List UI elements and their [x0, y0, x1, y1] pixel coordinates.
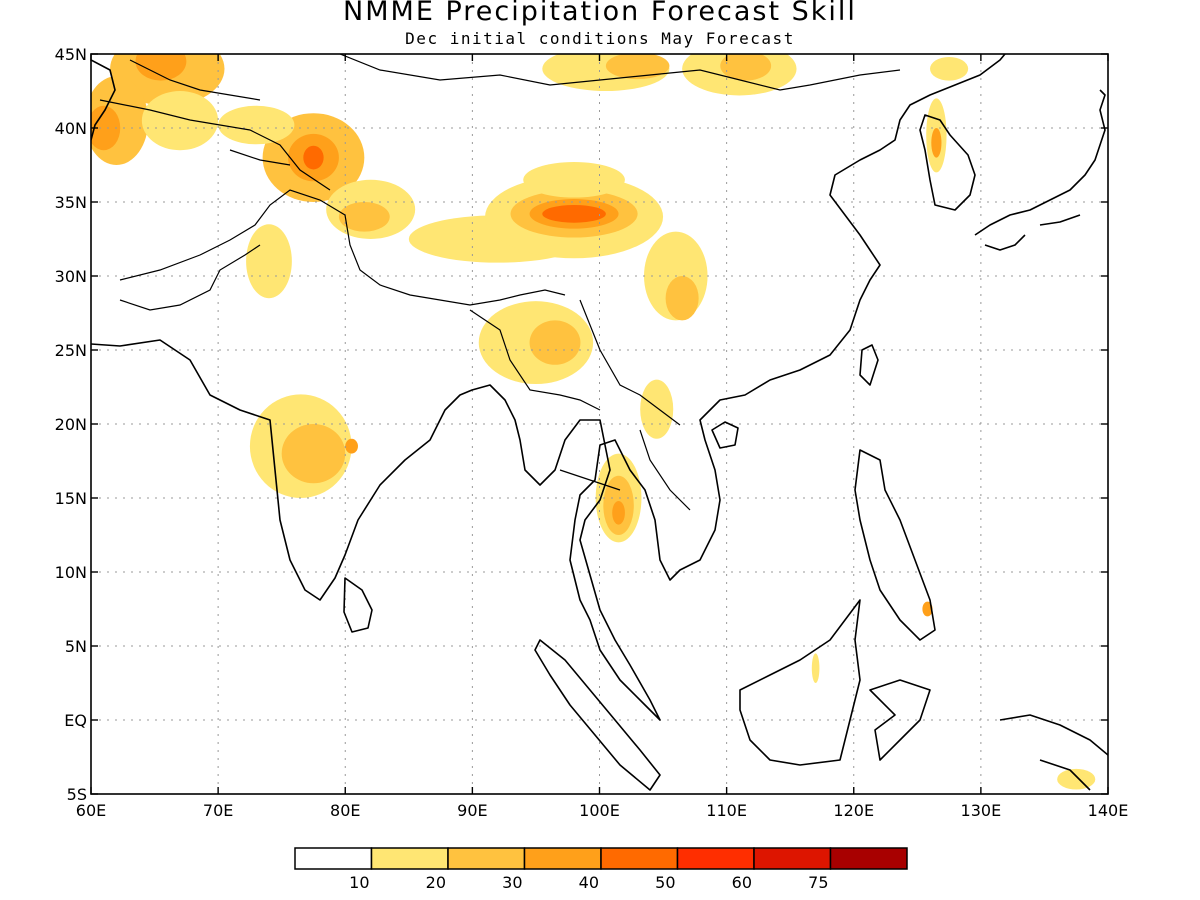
legend-label-5: 60: [732, 873, 752, 892]
legend-label-2: 30: [502, 873, 522, 892]
coastline-sulawesi: [869, 679, 931, 761]
border-central-asia: [99, 59, 331, 191]
legend-swatch-6: [753, 847, 832, 870]
coastline-taiwan: [859, 344, 879, 386]
legend-label-6: 75: [808, 873, 828, 892]
skill-region-27: [281, 424, 346, 484]
lon-tick-label-1: 70E: [203, 801, 233, 820]
color-legend: 10 20 30 40 50 60 75: [294, 847, 908, 892]
legend-label-4: 50: [655, 873, 675, 892]
legend-label-3: 40: [579, 873, 599, 892]
skill-shading-layer: [91, 54, 1096, 790]
skill-region-32: [640, 379, 674, 439]
lat-tick-label-8: 5N: [65, 637, 87, 656]
lon-tick-label-5: 110E: [706, 801, 747, 820]
lon-tick-label-3: 90E: [457, 801, 487, 820]
skill-region-31: [612, 500, 625, 525]
border-mongolia: [339, 54, 901, 91]
lat-tick-label-4: 25N: [55, 341, 87, 360]
lon-tick-label-2: 80E: [330, 801, 360, 820]
longitude-tick-labels: 60E 70E 80E 90E 100E 110E 120E 130E 140E: [76, 801, 1129, 820]
skill-region-34: [931, 128, 942, 158]
legend-swatch-7: [829, 847, 908, 870]
coastline-philippines: [854, 449, 936, 641]
skill-region-8: [218, 105, 295, 145]
coastline-new-guinea: [999, 714, 1108, 791]
border-southeast-asia: [469, 299, 691, 511]
skill-region-4: [141, 91, 219, 151]
coastline-hainan: [711, 421, 739, 449]
lat-tick-label-5: 20N: [55, 415, 87, 434]
lon-tick-label-4: 100E: [579, 801, 620, 820]
skill-region-10: [338, 202, 390, 232]
lat-tick-label-6: 15N: [55, 489, 87, 508]
coastline-sumatra: [534, 639, 661, 791]
legend-label-1: 20: [426, 873, 446, 892]
coastline-layer: [91, 54, 1108, 791]
legend-swatch-3: [523, 847, 602, 870]
skill-region-18: [665, 276, 699, 321]
skill-region-36: [922, 601, 933, 617]
legend-swatch-1: [370, 847, 449, 870]
lat-tick-label-2: 35N: [55, 193, 87, 212]
legend-label-0: 10: [349, 873, 369, 892]
skill-region-25: [246, 224, 292, 299]
borders-layer: [99, 54, 901, 511]
skill-region-35: [930, 56, 969, 81]
grid-lines: [91, 54, 1108, 794]
skill-region-3: [91, 105, 121, 151]
lat-tick-label-3: 30N: [55, 267, 87, 286]
legend-swatch-2: [447, 847, 526, 870]
chart-subtitle: Dec initial conditions May Forecast: [405, 29, 795, 48]
coastline-mainland-asia: [91, 54, 1006, 721]
lat-tick-label-7: 10N: [55, 563, 87, 582]
skill-region-28: [345, 438, 358, 454]
skill-region-16: [523, 162, 625, 198]
skill-region-15: [542, 204, 606, 223]
lon-tick-label-7: 130E: [961, 801, 1002, 820]
coastline-korea: [919, 114, 976, 211]
border-pakistan: [119, 244, 261, 311]
axis-ticks: [90, 53, 1109, 795]
skill-region-38: [1057, 768, 1096, 790]
coastline-borneo: [739, 599, 861, 766]
legend-swatch-0: [294, 847, 373, 870]
skill-region-24: [720, 54, 772, 81]
legend-swatch-5: [676, 847, 755, 870]
lon-tick-label-6: 120E: [833, 801, 874, 820]
skill-region-20: [529, 320, 581, 365]
latitude-tick-labels: 45N 40N 35N 30N 25N 20N 15N 10N 5N EQ 5S: [55, 45, 87, 804]
lat-tick-label-1: 40N: [55, 119, 87, 138]
lat-tick-label-9: EQ: [64, 711, 87, 730]
legend-swatch-4: [600, 847, 679, 870]
lat-tick-label-10: 5S: [67, 785, 87, 804]
coastline-sri-lanka: [343, 577, 373, 633]
chart-title: NMME Precipitation Forecast Skill: [343, 0, 857, 27]
lat-tick-label-0: 45N: [55, 45, 87, 64]
skill-region-37: [811, 653, 820, 683]
border-india-north: [119, 189, 566, 306]
lon-tick-label-0: 60E: [76, 801, 106, 820]
coastline-japan: [974, 89, 1106, 251]
skill-region-1: [135, 54, 187, 81]
skill-region-7: [303, 145, 324, 170]
skill-region-22: [605, 54, 670, 80]
lon-tick-label-8: 140E: [1088, 801, 1129, 820]
